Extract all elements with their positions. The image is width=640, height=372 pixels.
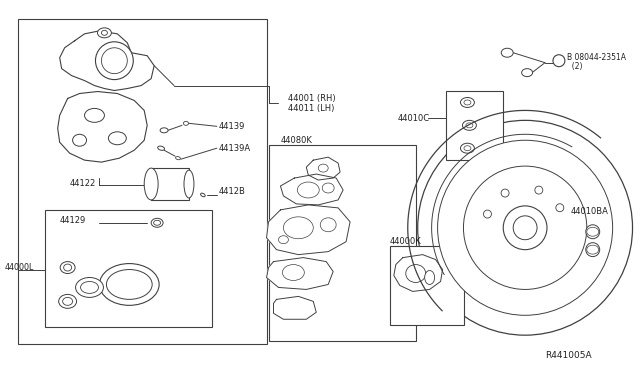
Ellipse shape: [76, 278, 104, 297]
Ellipse shape: [102, 31, 108, 35]
Text: R441005A: R441005A: [545, 350, 591, 360]
Polygon shape: [273, 296, 316, 319]
Ellipse shape: [438, 140, 612, 315]
Ellipse shape: [464, 146, 471, 151]
Polygon shape: [280, 174, 343, 205]
Circle shape: [535, 186, 543, 194]
Ellipse shape: [418, 121, 632, 335]
Text: 44139: 44139: [219, 122, 245, 131]
Text: 44010C: 44010C: [398, 114, 430, 123]
Ellipse shape: [99, 264, 159, 305]
Ellipse shape: [81, 282, 99, 294]
Text: 44080K: 44080K: [280, 136, 312, 145]
Polygon shape: [58, 92, 147, 162]
Text: B 08044-2351A: B 08044-2351A: [567, 53, 626, 62]
Ellipse shape: [425, 270, 435, 285]
Circle shape: [483, 210, 492, 218]
Bar: [445, 90, 503, 160]
Circle shape: [586, 243, 600, 257]
Ellipse shape: [63, 264, 72, 271]
Text: 44129: 44129: [60, 216, 86, 225]
Text: 44011 (LH): 44011 (LH): [289, 104, 335, 113]
Ellipse shape: [63, 297, 72, 305]
Text: 4412B: 4412B: [219, 187, 246, 196]
Ellipse shape: [200, 193, 205, 197]
Ellipse shape: [522, 69, 532, 77]
Ellipse shape: [463, 166, 587, 289]
Ellipse shape: [175, 157, 180, 160]
Ellipse shape: [184, 121, 188, 125]
Circle shape: [503, 206, 547, 250]
Circle shape: [586, 225, 600, 239]
Circle shape: [556, 204, 564, 212]
Bar: [151, 168, 189, 200]
Ellipse shape: [184, 170, 194, 198]
Ellipse shape: [102, 48, 127, 74]
Ellipse shape: [72, 134, 86, 146]
Ellipse shape: [466, 123, 473, 128]
Circle shape: [501, 189, 509, 197]
Ellipse shape: [464, 100, 471, 105]
Text: 44000K: 44000K: [390, 237, 422, 246]
Ellipse shape: [151, 218, 163, 227]
Circle shape: [553, 55, 565, 67]
Ellipse shape: [108, 132, 126, 145]
Text: 44139A: 44139A: [219, 144, 251, 153]
Ellipse shape: [59, 294, 77, 308]
Polygon shape: [394, 254, 443, 291]
Text: (2): (2): [567, 62, 582, 71]
Bar: [18, 19, 266, 344]
Polygon shape: [307, 157, 340, 180]
Ellipse shape: [84, 108, 104, 122]
Ellipse shape: [60, 262, 75, 273]
Ellipse shape: [463, 121, 476, 130]
Text: 44010BA: 44010BA: [571, 207, 609, 217]
Ellipse shape: [97, 28, 111, 38]
Ellipse shape: [160, 128, 168, 133]
Circle shape: [513, 216, 537, 240]
Ellipse shape: [460, 97, 474, 108]
Bar: [45, 210, 212, 327]
Ellipse shape: [406, 264, 426, 282]
Polygon shape: [60, 31, 154, 90]
Text: 44122: 44122: [70, 179, 96, 187]
Ellipse shape: [501, 48, 513, 57]
Polygon shape: [266, 205, 350, 254]
Bar: [390, 246, 465, 325]
Text: B: B: [555, 57, 559, 62]
Ellipse shape: [460, 143, 474, 153]
Ellipse shape: [106, 270, 152, 299]
Ellipse shape: [154, 220, 161, 225]
Ellipse shape: [144, 168, 158, 200]
Ellipse shape: [95, 42, 133, 80]
Text: 44001 (RH): 44001 (RH): [289, 94, 336, 103]
Text: 44000L: 44000L: [5, 263, 35, 272]
Polygon shape: [266, 257, 333, 289]
Bar: [269, 145, 416, 341]
Ellipse shape: [157, 146, 164, 150]
